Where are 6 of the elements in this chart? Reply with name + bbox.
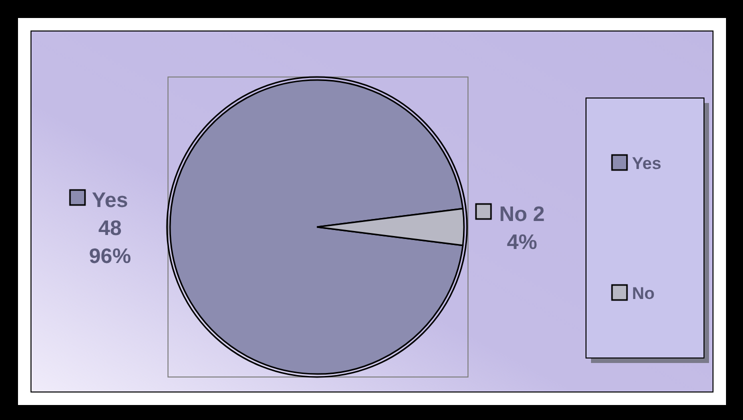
legend-label: No xyxy=(632,284,655,303)
text: 4% xyxy=(506,231,538,254)
data-label: 48 96% xyxy=(88,217,132,268)
legend-label: Yes xyxy=(92,189,128,212)
category-label: Yes xyxy=(632,154,662,173)
category-label: No 2 xyxy=(499,203,545,226)
